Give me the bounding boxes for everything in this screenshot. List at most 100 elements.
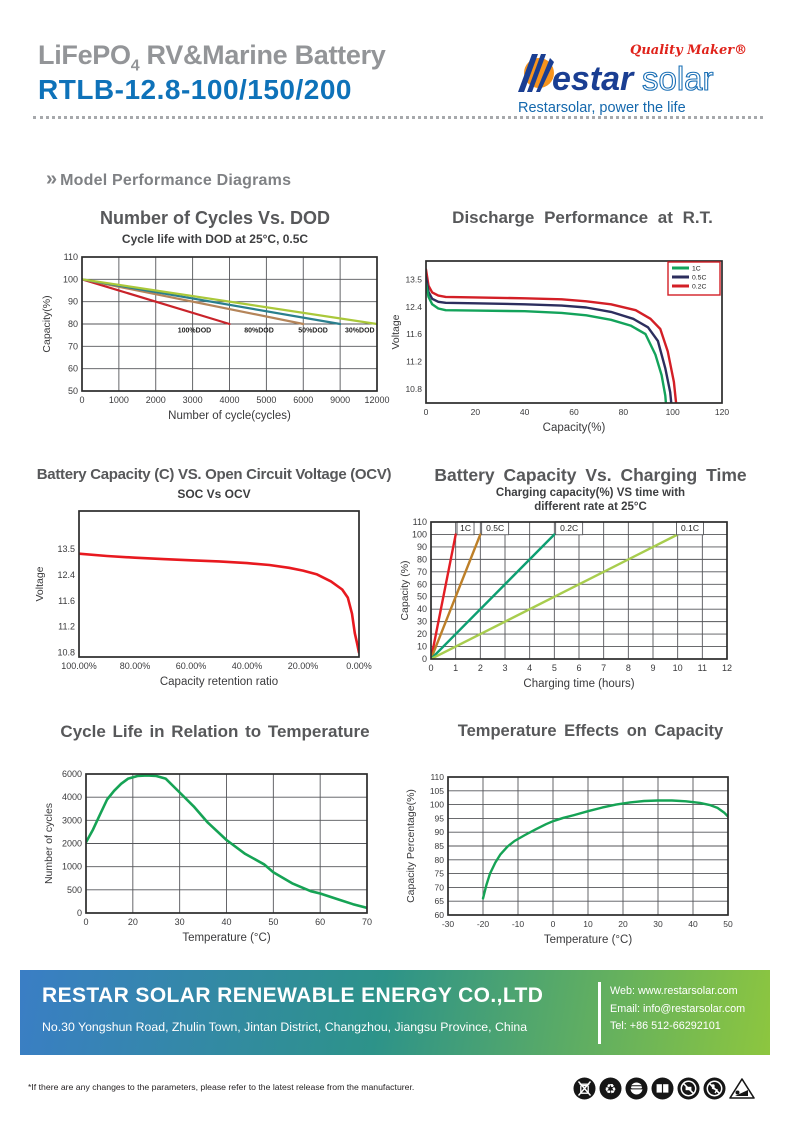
svg-text:11: 11: [698, 663, 707, 673]
svg-text:10.8: 10.8: [57, 648, 75, 658]
svg-text:1: 1: [453, 663, 458, 673]
svg-text:65: 65: [435, 896, 445, 906]
svg-text:0.5C: 0.5C: [486, 523, 504, 533]
svg-text:4000: 4000: [219, 395, 239, 405]
svg-text:70: 70: [417, 567, 427, 577]
chart-title: Discharge Performance at R.T.: [452, 208, 713, 227]
soc-vs-ocv-chart: 100.00% 80.00% 60.00% 40.00% 20.00% 0.00% 10.8…: [33, 504, 395, 704]
svg-text:2: 2: [478, 663, 483, 673]
svg-text:30%DOD: 30%DOD: [345, 327, 375, 334]
svg-text:80.00%: 80.00%: [120, 661, 151, 671]
svg-text:110: 110: [413, 517, 427, 527]
disclaimer-text: *If there are any changes to the paramet…: [28, 1082, 415, 1092]
svg-text:60: 60: [315, 917, 325, 927]
svg-text:100: 100: [430, 800, 444, 810]
svg-text:0: 0: [551, 919, 556, 929]
cycles-vs-dod-chart: 100%DOD 80%DOD 50%DOD 30%DOD 0 1000 2000 3000 40…: [40, 250, 390, 442]
company-name: RESTAR SOLAR RENEWABLE ENERGY CO.,LTD: [42, 984, 544, 1007]
chart-cell-charging-time: Battery Capacity Vs. Charging Time Charg…: [398, 464, 783, 709]
svg-text:4000: 4000: [62, 792, 82, 802]
no-short-circuit-icon: [703, 1077, 726, 1100]
svg-text:40: 40: [688, 919, 698, 929]
svg-text:Voltage: Voltage: [390, 314, 402, 349]
svg-text:30: 30: [175, 917, 185, 927]
svg-text:50: 50: [68, 386, 78, 396]
chart-cell-cycles-vs-dod: Number of Cycles Vs. DOD Cycle life with…: [40, 206, 390, 442]
svg-text:7: 7: [601, 663, 606, 673]
svg-text:40: 40: [221, 917, 231, 927]
chart-cell-soc-vs-ocv: Battery Capacity (C) VS. Open Circuit Vo…: [33, 464, 395, 704]
svg-text:30: 30: [417, 617, 427, 627]
svg-text:9000: 9000: [330, 395, 350, 405]
chart-cell-temperature-effects: Temperature Effects on Capacity -30 -20 -1…: [398, 720, 783, 963]
svg-text:10: 10: [417, 642, 427, 652]
svg-text:Temperature (°C): Temperature (°C): [544, 934, 632, 946]
website-link[interactable]: Web: www.restarsolar.com: [610, 985, 738, 997]
svg-text:Capacity Percentage(%): Capacity Percentage(%): [405, 789, 417, 903]
recycle-icon: ♻: [599, 1077, 622, 1100]
eye-protection-icon: [625, 1077, 648, 1100]
section-heading: » Model Performance Diagrams: [46, 168, 292, 190]
svg-text:100: 100: [63, 274, 78, 284]
svg-text:70: 70: [435, 882, 445, 892]
double-chevron-icon: »: [46, 168, 57, 190]
svg-text:110: 110: [430, 772, 444, 782]
svg-text:60: 60: [417, 579, 427, 589]
svg-text:80: 80: [619, 407, 629, 417]
svg-text:5: 5: [552, 663, 557, 673]
svg-text:20: 20: [618, 919, 628, 929]
svg-text:3000: 3000: [183, 395, 203, 405]
svg-text:105: 105: [430, 786, 444, 796]
svg-text:100: 100: [412, 529, 427, 539]
chart-subtitle-line2: different rate at 25°C: [534, 501, 647, 513]
svg-text:70: 70: [362, 917, 372, 927]
footer-banner: RESTAR SOLAR RENEWABLE ENERGY CO.,LTD No…: [20, 970, 770, 1055]
crush-hazard-icon: [729, 1078, 755, 1099]
svg-text:70: 70: [68, 341, 78, 351]
svg-text:80: 80: [435, 855, 445, 865]
no-disposal-icon: [573, 1077, 596, 1100]
svg-text:0.5C: 0.5C: [692, 275, 706, 282]
footer-divider: [598, 982, 601, 1044]
svg-text:3: 3: [502, 663, 507, 673]
company-address: No.30 Yongshun Road, Zhulin Town, Jintan…: [42, 1020, 528, 1034]
svg-text:10.8: 10.8: [405, 384, 422, 394]
read-manual-icon: [651, 1077, 674, 1100]
svg-text:120: 120: [715, 407, 729, 417]
svg-text:4: 4: [527, 663, 532, 673]
svg-text:13.5: 13.5: [57, 544, 75, 554]
svg-text:50%DOD: 50%DOD: [298, 327, 328, 334]
svg-text:0: 0: [428, 663, 433, 673]
svg-text:90: 90: [417, 542, 427, 552]
svg-text:Voltage: Voltage: [34, 566, 46, 601]
restarsolar-logo: Quality Maker® estar solar Restarsolar, …: [512, 40, 768, 120]
svg-text:60.00%: 60.00%: [176, 661, 207, 671]
svg-text:Number of cycles: Number of cycles: [43, 803, 55, 884]
svg-text:0: 0: [79, 395, 84, 405]
logo-graphic: Quality Maker® estar solar Restarsolar, …: [518, 43, 747, 116]
svg-text:0.1C: 0.1C: [681, 523, 699, 533]
svg-text:11.6: 11.6: [58, 596, 75, 606]
svg-text:75: 75: [435, 869, 445, 879]
svg-text:80%DOD: 80%DOD: [244, 327, 274, 334]
svg-text:12.4: 12.4: [405, 302, 422, 312]
brand-solar-text: solar: [642, 60, 714, 97]
svg-text:-30: -30: [442, 919, 455, 929]
svg-text:1C: 1C: [460, 523, 471, 533]
svg-text:-20: -20: [477, 919, 490, 929]
svg-text:-10: -10: [512, 919, 525, 929]
svg-text:20.00%: 20.00%: [288, 661, 319, 671]
svg-text:6000: 6000: [293, 395, 313, 405]
svg-text:♻: ♻: [604, 1081, 616, 1097]
email-link[interactable]: Email: info@restarsolar.com: [610, 1002, 746, 1015]
chart-cell-discharge-performance: Discharge Performance at R.T. 0 20 40 60 80 1…: [390, 206, 775, 437]
svg-text:100%DOD: 100%DOD: [178, 327, 211, 334]
svg-text:40.00%: 40.00%: [232, 661, 263, 671]
svg-text:13.5: 13.5: [405, 274, 422, 284]
chart-subtitle: Cycle life with DOD at 25°C, 0.5C: [121, 232, 309, 246]
svg-text:2000: 2000: [62, 839, 82, 849]
svg-text:85: 85: [435, 841, 445, 851]
svg-text:40: 40: [520, 407, 530, 417]
quality-maker-text: Quality Maker®: [630, 43, 747, 58]
